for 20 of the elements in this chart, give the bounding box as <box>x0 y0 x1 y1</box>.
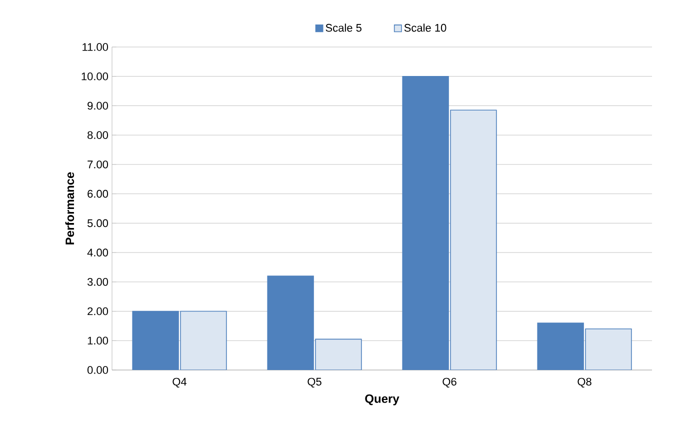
y-tick-label: 3.00 <box>87 278 108 286</box>
y-axis-title: Performance <box>65 172 74 244</box>
x-tick-label: Q4 <box>172 378 187 388</box>
x-tick-label: Q5 <box>308 378 322 388</box>
y-tick-label: 0.00 <box>87 366 108 374</box>
y-tick-label: 5.00 <box>87 219 108 228</box>
y-tick-label: 7.00 <box>88 160 108 168</box>
y-tick-label: 8.00 <box>88 131 108 139</box>
x-tick-label: Q8 <box>578 378 592 388</box>
y-tick-label: 11.00 <box>82 43 108 51</box>
y-tick-label: 10.00 <box>82 72 108 80</box>
legend-label: Scale 10 <box>404 24 446 32</box>
y-tick-label: 2.00 <box>88 307 108 316</box>
y-tick-label: 1.00 <box>88 336 108 345</box>
x-tick-label: Q6 <box>442 378 456 388</box>
x-axis-title: Query <box>365 394 400 406</box>
y-tick-label: 4.00 <box>87 248 108 256</box>
y-tick-label: 6.00 <box>88 190 108 198</box>
legend-label: Scale 5 <box>326 24 362 32</box>
y-tick-label: 9.00 <box>88 102 108 110</box>
